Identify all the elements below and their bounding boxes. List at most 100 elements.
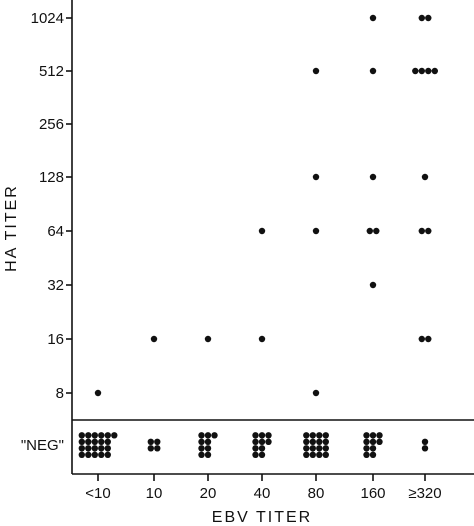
neg-data-point [376,432,383,439]
data-point [418,227,425,235]
data-point [369,173,377,181]
neg-data-point [363,451,370,458]
neg-data-point [376,438,383,445]
y-tick-label: 512 [39,63,64,80]
y-tick-label: "NEG" [21,437,64,454]
neg-data-point [104,445,112,452]
neg-data-point [258,451,266,458]
neg-data-point [204,451,212,458]
y-tick-label: 32 [47,277,64,294]
neg-data-point [98,432,105,439]
neg-data-point [316,451,323,458]
neg-data-point [154,438,161,445]
x-tick-label: <10 [85,485,110,502]
neg-data-point [322,438,329,445]
data-point [418,67,425,75]
data-point [312,227,320,235]
neg-data-point [258,432,266,439]
neg-data-point [258,445,266,452]
neg-data-point [303,438,310,445]
data-point [425,335,432,343]
neg-data-point [322,451,329,458]
data-point [425,14,432,22]
neg-data-point [204,438,212,445]
data-points [78,14,438,458]
x-tick-label: 20 [200,485,217,502]
neg-data-point [104,451,112,458]
neg-data-point [78,445,86,452]
neg-data-point [252,432,259,439]
neg-data-point [198,445,205,452]
neg-data-point [91,445,99,452]
neg-data-point [363,445,370,452]
neg-data-point [111,432,118,439]
x-tick-label: 40 [254,485,271,502]
data-point [431,67,438,75]
data-point [258,227,266,235]
neg-data-point [303,451,310,458]
neg-data-point [98,445,105,452]
neg-data-point [204,445,212,452]
neg-data-point [369,438,377,445]
neg-data-point [303,432,310,439]
neg-data-point [303,445,310,452]
data-point [418,335,425,343]
neg-data-point [265,438,272,445]
neg-data-point [316,445,323,452]
neg-data-point [252,445,259,452]
neg-data-point [198,451,205,458]
y-tick-label: 128 [39,169,64,186]
y-tick-label: 1024 [31,10,64,27]
data-point [418,14,425,22]
neg-data-point [78,432,86,439]
data-point [312,67,320,75]
x-tick-label: ≥320 [408,485,441,502]
neg-data-point [309,451,316,458]
neg-data-point [154,445,161,452]
data-point [312,389,320,397]
neg-data-point [322,432,329,439]
neg-data-point [147,438,154,445]
neg-data-point [85,432,92,439]
neg-data-point [147,445,154,452]
neg-data-point [252,451,259,458]
neg-data-point [316,432,323,439]
data-point [150,335,158,343]
neg-data-point [85,438,92,445]
neg-data-point [91,438,99,445]
neg-data-point [369,445,377,452]
y-tick-labels: "NEG" 8 16 32 64 128 256 512 1024 [21,10,64,454]
neg-data-point [78,438,86,445]
data-point [369,67,377,75]
neg-data-point [104,432,112,439]
neg-data-point [309,445,316,452]
data-point [425,227,432,235]
data-point [366,227,373,235]
data-point [204,335,212,343]
neg-data-point [258,438,266,445]
neg-data-point [211,432,218,439]
y-tick-label: 256 [39,116,64,133]
neg-data-point [363,432,370,439]
data-point [412,67,419,75]
neg-data-point [265,432,272,439]
neg-data-point [421,445,429,452]
neg-data-point [78,451,86,458]
neg-data-point [309,432,316,439]
y-tick-label: 64 [47,223,64,240]
neg-data-point [421,438,429,445]
y-axis-title: HA TITER [3,184,20,272]
x-tick-label: 80 [308,485,325,502]
neg-data-point [85,451,92,458]
neg-data-point [252,438,259,445]
data-point [373,227,380,235]
neg-data-point [322,445,329,452]
x-tick-label: 10 [146,485,163,502]
x-axis-title: EBV TITER [212,509,312,526]
data-point [425,67,432,75]
neg-data-point [198,438,205,445]
y-tick-label: 16 [47,331,64,348]
neg-data-point [91,432,99,439]
neg-data-point [316,438,323,445]
neg-data-point [369,451,377,458]
